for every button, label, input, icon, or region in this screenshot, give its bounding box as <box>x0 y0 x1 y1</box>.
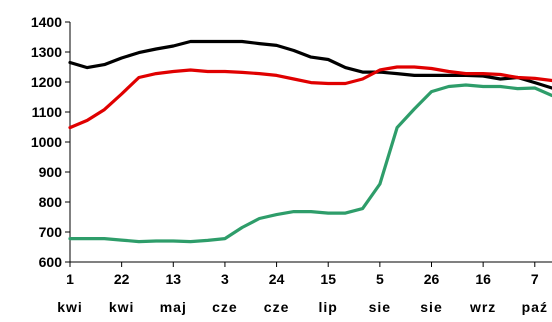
y-tick-label: 1000 <box>31 134 62 150</box>
x-axis-ticks: 1 kwi 22 kwi 13 maj 3 cze 24 cze 15 lip 5 sie 26 sie 16 w… <box>57 262 548 315</box>
y-tick-label: 1200 <box>31 74 62 90</box>
x-tick-month-label: paź <box>522 299 548 315</box>
x-tick-day-label: 3 <box>221 271 229 287</box>
y-axis-ticks: 600 700 800 900 1000 1100 1200 1300 1400 <box>31 14 70 270</box>
y-tick-label: 800 <box>39 194 63 210</box>
x-tick-month-label: lip <box>319 299 338 315</box>
x-tick-day-label: 24 <box>269 271 285 287</box>
x-tick-day-label: 16 <box>475 271 491 287</box>
y-tick-label: 1300 <box>31 44 62 60</box>
x-tick-day-label: 5 <box>376 271 384 287</box>
x-tick-month-label: kwi <box>57 299 83 315</box>
x-tick-month-label: cze <box>212 299 238 315</box>
y-tick-label: 1100 <box>32 104 63 120</box>
x-tick-month-label: sie <box>369 299 391 315</box>
x-tick-day-label: 13 <box>165 271 181 287</box>
x-tick-month-label: cze <box>264 299 290 315</box>
x-tick-month-label: sie <box>420 299 442 315</box>
y-tick-label: 600 <box>39 254 63 270</box>
series-line-2 <box>68 65 552 130</box>
x-tick-day-label: 1 <box>66 271 74 287</box>
x-tick-day-label: 7 <box>531 271 539 287</box>
x-tick-month-label: maj <box>160 299 187 315</box>
y-tick-label: 900 <box>39 164 63 180</box>
y-tick-label: 1400 <box>31 14 62 30</box>
series-line-1 <box>68 39 552 90</box>
y-tick-label: 700 <box>39 224 63 240</box>
x-tick-month-label: kwi <box>109 299 135 315</box>
x-tick-day-label: 26 <box>424 271 440 287</box>
x-tick-day-label: 22 <box>114 271 130 287</box>
x-tick-day-label: 15 <box>320 271 336 287</box>
x-tick-month-label: wrz <box>469 299 496 315</box>
series-lines <box>68 39 552 244</box>
series-line-3 <box>68 83 552 244</box>
